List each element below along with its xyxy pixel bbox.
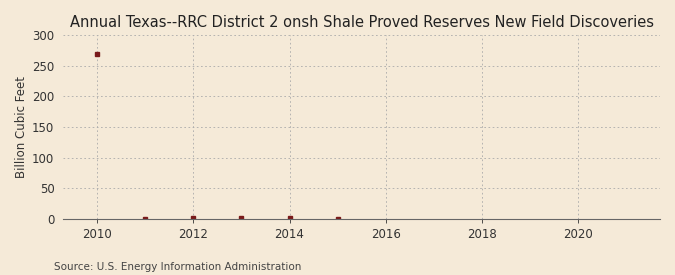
Title: Annual Texas--RRC District 2 onsh Shale Proved Reserves New Field Discoveries: Annual Texas--RRC District 2 onsh Shale … xyxy=(70,15,653,30)
Text: Source: U.S. Energy Information Administration: Source: U.S. Energy Information Administ… xyxy=(54,262,301,272)
Y-axis label: Billion Cubic Feet: Billion Cubic Feet xyxy=(15,76,28,178)
